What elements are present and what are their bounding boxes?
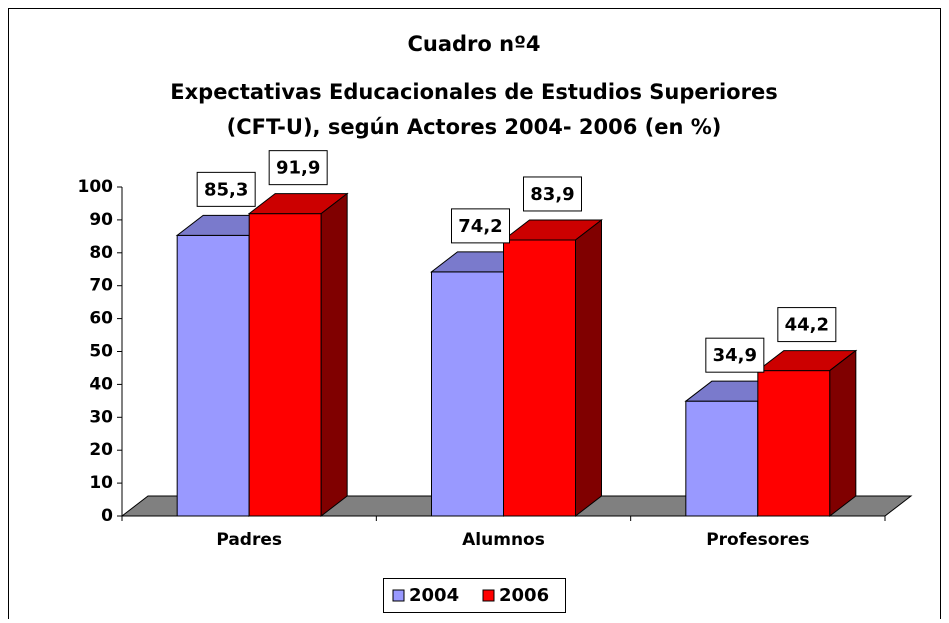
value-label-box bbox=[705, 337, 765, 373]
legend-swatch bbox=[392, 589, 405, 602]
legend-swatch bbox=[482, 589, 495, 602]
value-label: 74,2 bbox=[458, 216, 502, 237]
legend-label: 2006 bbox=[499, 585, 549, 606]
x-tick-label: Profesores bbox=[706, 530, 809, 550]
value-label: 44,2 bbox=[785, 315, 829, 336]
legend-box bbox=[383, 578, 566, 613]
y-tick-label: 50 bbox=[89, 342, 113, 362]
value-label-box bbox=[196, 171, 256, 207]
value-label-box bbox=[777, 307, 837, 343]
value-label: 34,9 bbox=[713, 345, 757, 366]
y-tick-label: 40 bbox=[89, 374, 113, 394]
value-label: 85,3 bbox=[204, 179, 248, 200]
chart-title: Expectativas Educacionales de Estudios S… bbox=[170, 80, 777, 104]
value-label-box bbox=[523, 176, 582, 212]
value-label: 91,9 bbox=[276, 158, 320, 179]
legend-label: 2004 bbox=[409, 585, 459, 606]
bar-front bbox=[503, 239, 576, 517]
value-label: 83,9 bbox=[530, 184, 574, 205]
y-tick-label: 30 bbox=[89, 407, 113, 427]
y-tick-label: 20 bbox=[89, 440, 113, 460]
chart-title: Cuadro nº4 bbox=[407, 32, 540, 56]
bar-front bbox=[757, 370, 831, 517]
y-tick-label: 70 bbox=[89, 276, 113, 296]
bar bbox=[502, 218, 603, 518]
y-tick-label: 100 bbox=[78, 177, 114, 197]
x-tick-label: Padres bbox=[216, 530, 282, 550]
y-tick-label: 80 bbox=[89, 243, 113, 263]
bar bbox=[756, 349, 858, 518]
value-label-box bbox=[268, 150, 328, 186]
y-tick-label: 60 bbox=[89, 309, 113, 329]
y-tick-label: 90 bbox=[89, 210, 113, 230]
x-tick-label: Alumnos bbox=[462, 530, 545, 550]
bar-front bbox=[176, 234, 250, 517]
bar-front bbox=[248, 213, 322, 517]
bar-side bbox=[829, 349, 857, 518]
bar-side bbox=[575, 218, 602, 518]
y-tick-label: 10 bbox=[89, 473, 113, 493]
y-tick-label: 0 bbox=[101, 506, 113, 526]
bar bbox=[247, 192, 349, 518]
chart-title: (CFT-U), según Actores 2004- 2006 (en %) bbox=[227, 115, 722, 139]
value-label-box bbox=[451, 208, 510, 244]
bar-front bbox=[431, 271, 504, 517]
bar-front bbox=[685, 400, 759, 517]
bar-side bbox=[320, 192, 348, 518]
